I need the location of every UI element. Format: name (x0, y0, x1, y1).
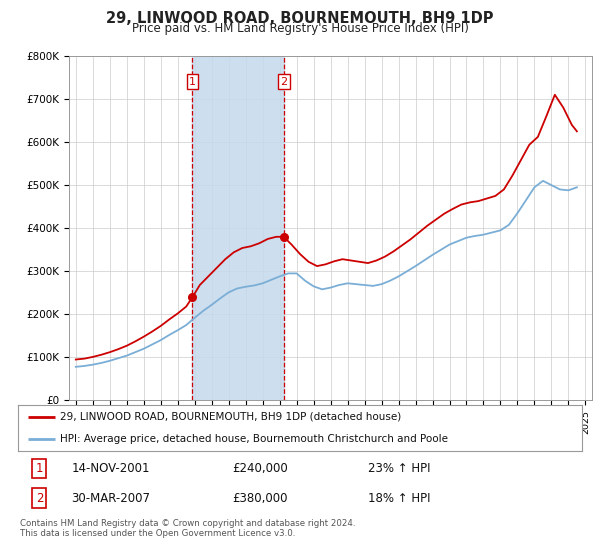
Text: 2: 2 (35, 492, 43, 505)
Text: 29, LINWOOD ROAD, BOURNEMOUTH, BH9 1DP (detached house): 29, LINWOOD ROAD, BOURNEMOUTH, BH9 1DP (… (60, 412, 401, 422)
Bar (193, 56, 284, 400)
Text: 18% ↑ HPI: 18% ↑ HPI (368, 492, 430, 505)
Text: Price paid vs. HM Land Registry's House Price Index (HPI): Price paid vs. HM Land Registry's House … (131, 22, 469, 35)
Text: 1: 1 (35, 462, 43, 475)
Text: 29, LINWOOD ROAD, BOURNEMOUTH, BH9 1DP: 29, LINWOOD ROAD, BOURNEMOUTH, BH9 1DP (106, 11, 494, 26)
Text: 23% ↑ HPI: 23% ↑ HPI (368, 462, 430, 475)
Text: 1: 1 (189, 77, 196, 87)
Text: 30-MAR-2007: 30-MAR-2007 (71, 492, 151, 505)
Text: HPI: Average price, detached house, Bournemouth Christchurch and Poole: HPI: Average price, detached house, Bour… (60, 434, 448, 444)
Text: Contains HM Land Registry data © Crown copyright and database right 2024.
This d: Contains HM Land Registry data © Crown c… (20, 519, 355, 538)
Text: £380,000: £380,000 (232, 492, 288, 505)
Text: £240,000: £240,000 (232, 462, 288, 475)
Text: 2: 2 (280, 77, 287, 87)
Text: 14-NOV-2001: 14-NOV-2001 (71, 462, 150, 475)
